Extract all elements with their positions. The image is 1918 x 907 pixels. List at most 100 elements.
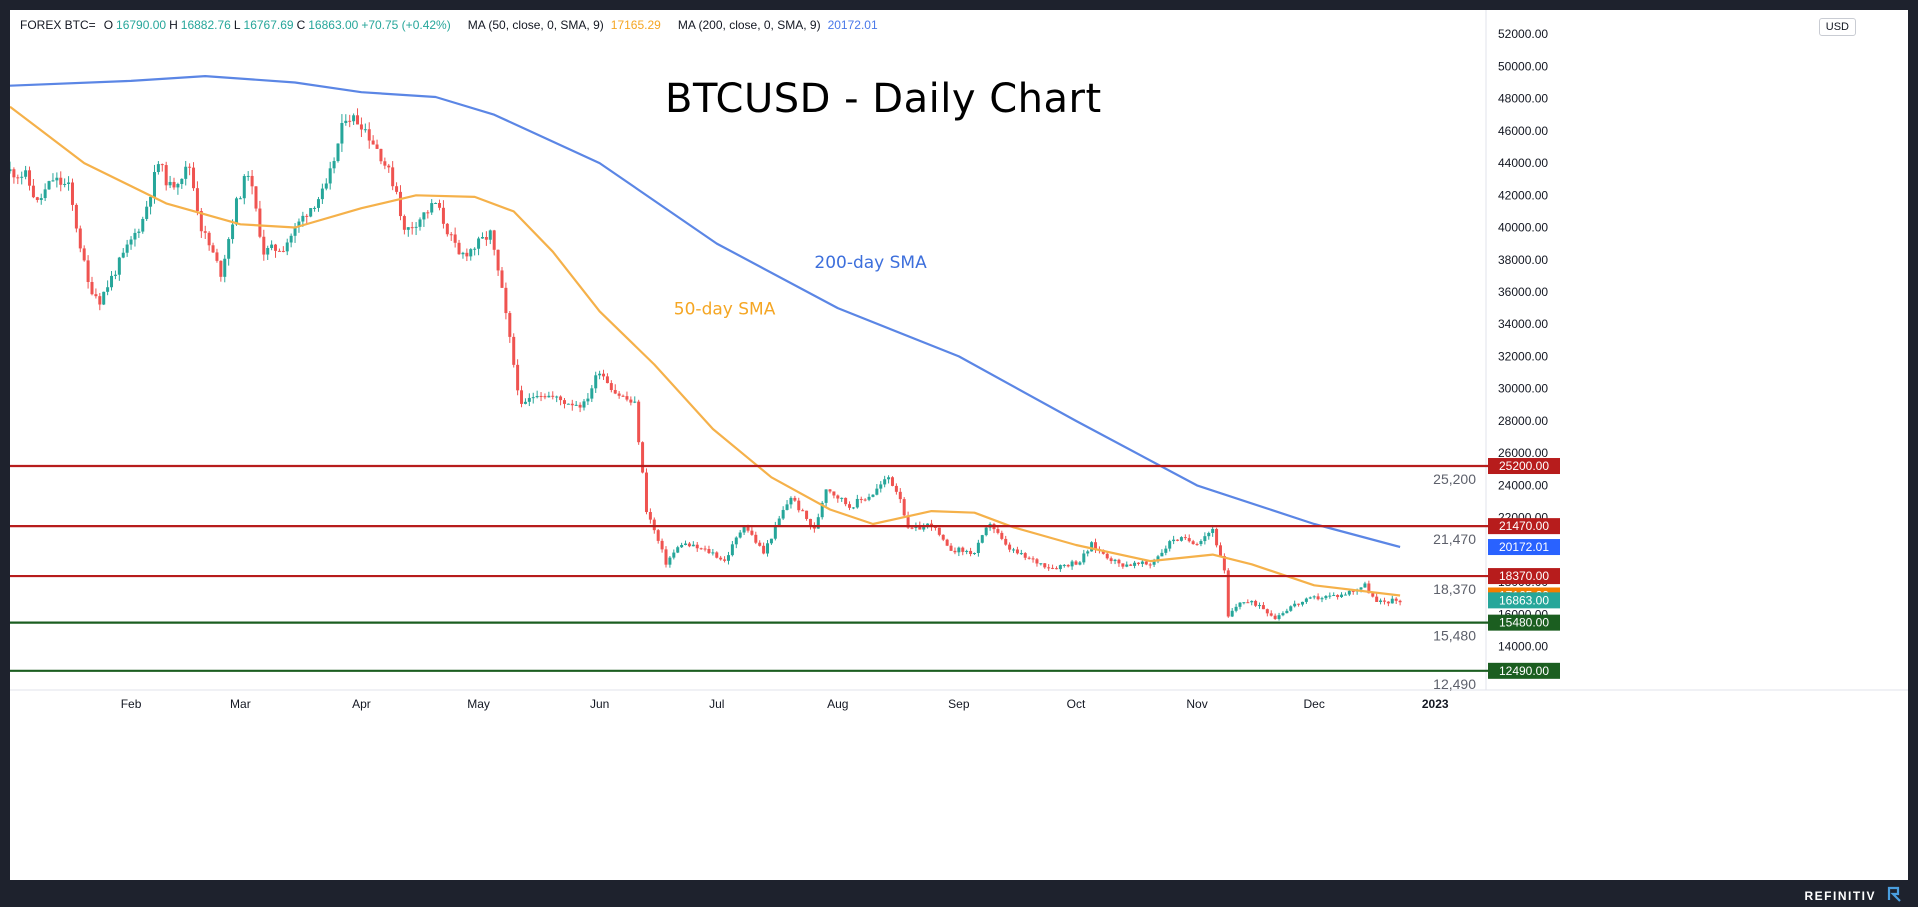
candle-body — [492, 230, 496, 250]
candle-body — [1179, 537, 1183, 541]
candle-body — [520, 390, 524, 404]
candle-body — [110, 275, 114, 288]
candle-body — [750, 530, 754, 535]
candle-body — [1039, 563, 1043, 565]
candle-body — [391, 167, 395, 187]
candle-body — [426, 212, 430, 214]
candle-body — [305, 215, 309, 217]
candle-body — [574, 404, 578, 406]
candle-body — [102, 291, 106, 305]
candle-body — [1074, 561, 1078, 565]
candle-body — [1090, 542, 1094, 552]
candle-body — [1058, 565, 1062, 570]
candle-body — [508, 313, 512, 337]
y-tick-label: 28000.00 — [1498, 414, 1548, 428]
candle-body — [762, 545, 766, 554]
candle-body — [47, 181, 51, 190]
ma50-legend[interactable]: MA (50, close, 0, SMA, 9) — [467, 18, 604, 32]
candle-body — [684, 543, 688, 545]
candle-body — [629, 399, 633, 403]
x-tick-label: Jun — [590, 697, 609, 711]
candle-body — [840, 497, 844, 499]
candle-body — [1281, 613, 1285, 616]
currency-selector[interactable]: USD — [1818, 18, 1856, 36]
candle-body — [851, 507, 855, 509]
candle-body — [1347, 590, 1351, 595]
chart-plot[interactable]: 14000.0016000.0018000.0020000.0022000.00… — [10, 10, 1908, 880]
candle-body — [1371, 593, 1375, 597]
candle-body — [953, 550, 957, 553]
candle-body — [641, 442, 645, 473]
price-tag-bg — [1488, 592, 1560, 609]
y-tick-label: 40000.00 — [1498, 221, 1548, 235]
candle-body — [188, 166, 192, 168]
x-tick-label: Apr — [352, 697, 371, 711]
candle-body — [1285, 610, 1289, 614]
price-tag-bg — [1488, 614, 1560, 631]
candle-body — [82, 248, 86, 261]
candle-body — [742, 526, 746, 533]
candle-body — [1176, 539, 1180, 541]
symbol-name[interactable]: FOREX BTC= — [20, 18, 96, 32]
candle-body — [789, 497, 793, 505]
price-tag: 15480.00 — [1499, 616, 1549, 630]
candle-body — [223, 258, 227, 277]
candle-body — [1121, 563, 1125, 567]
candle-body — [602, 373, 606, 377]
candle-body — [1183, 537, 1187, 539]
candle-body — [125, 244, 129, 253]
y-tick-label: 24000.00 — [1498, 478, 1548, 492]
y-tick-label: 50000.00 — [1498, 59, 1548, 73]
candle-body — [1250, 600, 1254, 603]
candle-body — [1191, 541, 1195, 545]
ma200-legend[interactable]: MA (200, close, 0, SMA, 9) — [677, 18, 821, 32]
candle-body — [672, 552, 676, 558]
candle-body — [730, 544, 734, 556]
y-tick-label: 44000.00 — [1498, 156, 1548, 170]
candle-body — [320, 188, 324, 200]
x-tick-label: Jul — [709, 697, 724, 711]
candle-body — [918, 525, 922, 530]
y-tick-label: 34000.00 — [1498, 317, 1548, 331]
candle-body — [301, 215, 305, 222]
open-label: O — [103, 18, 114, 32]
candle-body — [445, 223, 449, 235]
candle-body — [1265, 609, 1269, 614]
candle-body — [137, 231, 141, 233]
candle-body — [1304, 598, 1308, 602]
candle-body — [28, 170, 32, 186]
candle-body — [199, 211, 203, 232]
candle-body — [285, 242, 289, 252]
candle-body — [395, 186, 399, 192]
candle-body — [1273, 615, 1277, 619]
sma200-line — [10, 75, 1401, 549]
candle-body — [1394, 598, 1398, 601]
candle-body — [949, 545, 953, 551]
candle-body — [805, 510, 809, 519]
level-label: 25,200 — [1433, 471, 1476, 487]
candle-body — [414, 226, 418, 228]
candle-body — [894, 485, 898, 492]
candle-body — [1242, 602, 1246, 604]
candle-body — [1051, 567, 1055, 569]
candle-body — [906, 515, 910, 528]
candle-body — [1238, 602, 1242, 607]
candle-body — [129, 239, 133, 245]
price-tag: 16863.00 — [1499, 593, 1549, 607]
candle-body — [613, 389, 617, 394]
candle-body — [430, 203, 434, 213]
candle-body — [1117, 559, 1121, 564]
candle-body — [98, 296, 102, 305]
symbol-header: FOREX BTC= O 16790.00 H 16882.76 L 16767.69 C 16… — [20, 18, 881, 32]
level-label: 18,370 — [1433, 581, 1476, 597]
candle-body — [1207, 532, 1211, 537]
x-tick-label: Nov — [1186, 697, 1207, 711]
candle-body — [1359, 587, 1363, 590]
candle-body — [1261, 605, 1265, 610]
candle-body — [1300, 601, 1304, 605]
candle-body — [664, 549, 668, 565]
candle-body — [828, 489, 832, 492]
candle-body — [453, 234, 457, 243]
candle-body — [941, 534, 945, 540]
y-tick-label: 42000.00 — [1498, 188, 1548, 202]
